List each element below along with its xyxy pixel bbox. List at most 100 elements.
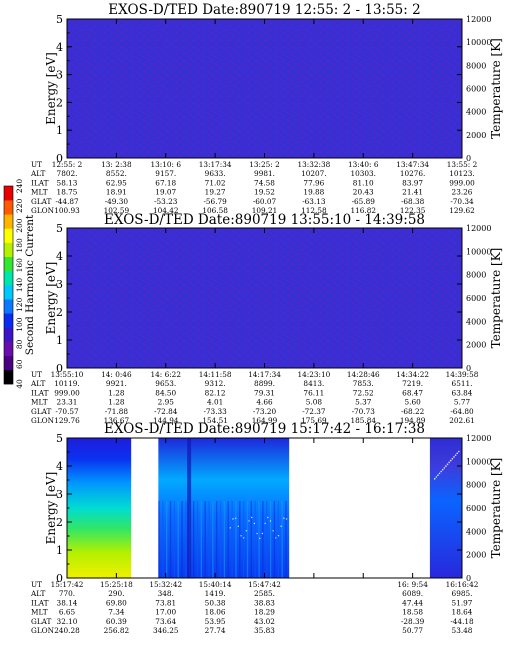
y2-tick-label: 0 [466,574,471,583]
colorbar-segment [4,256,13,272]
spectrogram-fill [67,228,462,368]
colorbar-segment [4,270,13,286]
table-cell: 7219. [402,379,423,388]
colorbar: 40 60 80 100 120 140 160 180 200 220 240 Second Har… [3,179,36,389]
table-cell: 19.88 [303,188,324,197]
table-cell: 346.25 [153,626,179,635]
panel-title: EXOS-D/TED Date:890719 15:17:42 - 16:17:… [104,421,425,437]
table-cell: 18.64 [452,608,473,617]
table-row-label: MLT [31,398,48,407]
table-cell: 62.95 [106,178,127,187]
y2-tick-label: 2000 [466,551,486,560]
colorbar-frame [3,185,14,385]
streak [169,501,172,578]
table-cell: -68.38 [401,197,425,206]
y2-tick-label: 8000 [466,481,486,490]
table-cell: -60.07 [253,197,277,206]
table-cell: 51.97 [452,598,473,607]
spectrogram-block [67,438,132,578]
temp-point [449,459,452,462]
colorbar-segment [4,327,13,342]
table-row-label: MLT [31,608,48,617]
table-cell: 4.01 [207,398,223,407]
table-cell: 18.58 [402,608,423,617]
y2-tick-label: 6000 [466,85,486,94]
y2-tick-label: 4000 [466,108,486,117]
table-cell: 175.69 [301,416,327,425]
y-tick-label: 5 [56,13,63,26]
streak [231,501,233,578]
table-cell: 8413. [303,379,324,388]
colorbar-tick-label: 40 [15,379,24,389]
streak [158,501,160,578]
y2-tick-label: 4000 [466,527,486,536]
table-cell: 14: 0:46 [101,370,132,379]
table-cell: 112.58 [301,206,327,215]
table-cell: 4.66 [256,398,273,407]
streak [235,501,237,578]
temp-point [437,474,439,476]
y2-tick-label: 0 [466,364,471,373]
table-cell: 185.84 [350,416,376,425]
streak [246,501,249,578]
colorbar-tick-label: 220 [15,198,24,213]
table-cell: 69.80 [106,598,127,607]
table-cell: 27.74 [205,626,226,635]
table-cell: 21.41 [402,188,423,197]
y-tick-label: 2 [56,516,63,529]
colorbar-segment [4,355,13,371]
table-cell: 6985. [452,589,473,598]
temp-point [438,472,441,475]
table-cell: 81.10 [353,178,374,187]
table-row-label: UT [31,580,42,589]
y2-tick-label: 12000 [466,434,491,443]
colorbar-tick-label: 80 [15,339,24,349]
table-cell: 17.00 [155,608,176,617]
y2-tick-label: 8000 [466,271,486,280]
streak [262,501,264,578]
table-cell: 9157. [155,169,176,178]
table-cell: 5.60 [405,398,422,407]
table-cell: 32.10 [57,617,78,626]
colorbar-segment [4,299,13,314]
table-cell: -68.22 [401,407,424,416]
table-cell: -63.13 [302,197,326,206]
temp-point [454,454,457,456]
table-cell: 50.38 [205,598,226,607]
table-cell: 1.28 [108,398,125,407]
table-cell: 9981. [254,169,275,178]
table-cell: 13:25: 2 [249,160,279,169]
table-cell: 23.26 [452,188,473,197]
streak [162,501,164,578]
y-tick-label: 0 [56,152,63,165]
table-cell: 13:55:10 [51,370,84,379]
table-cell: 5.77 [454,398,471,407]
table-cell: 50.77 [402,626,423,635]
table-cell: 19.07 [155,188,176,197]
temp-point [272,530,274,532]
streak [200,501,202,578]
streak [243,501,245,578]
table-row-label: ALT [30,169,46,178]
table-cell: 770. [59,589,75,598]
spectrogram-block [429,438,462,578]
colorbar-tick-label: 240 [15,179,24,194]
temp-point [453,456,455,458]
table-cell: -28.39 [401,617,425,626]
y2-axis-label: Temperature [K] [489,38,503,139]
streak-dark [187,438,192,578]
panel-1: EXOS-D/TED Date:890719 12:55: 2 - 13:55:… [30,2,503,215]
colorbar-segment [4,200,13,215]
temp-point [253,522,256,525]
panel-3: EXOS-D/TED Date:890719 15:17:42 - 16:17:… [30,421,503,635]
table-cell: 290. [108,589,124,598]
table-cell: 10303. [350,169,376,178]
temp-point [267,516,269,519]
colorbar-segment [4,228,13,243]
streak [269,501,272,578]
streak [166,501,168,578]
y2-tick-label: 12000 [466,224,491,233]
table-cell: 129.76 [54,416,80,425]
panel-title: EXOS-D/TED Date:890719 13:55:10 - 14:39:… [104,212,425,228]
table-cell: 63.84 [452,388,473,397]
